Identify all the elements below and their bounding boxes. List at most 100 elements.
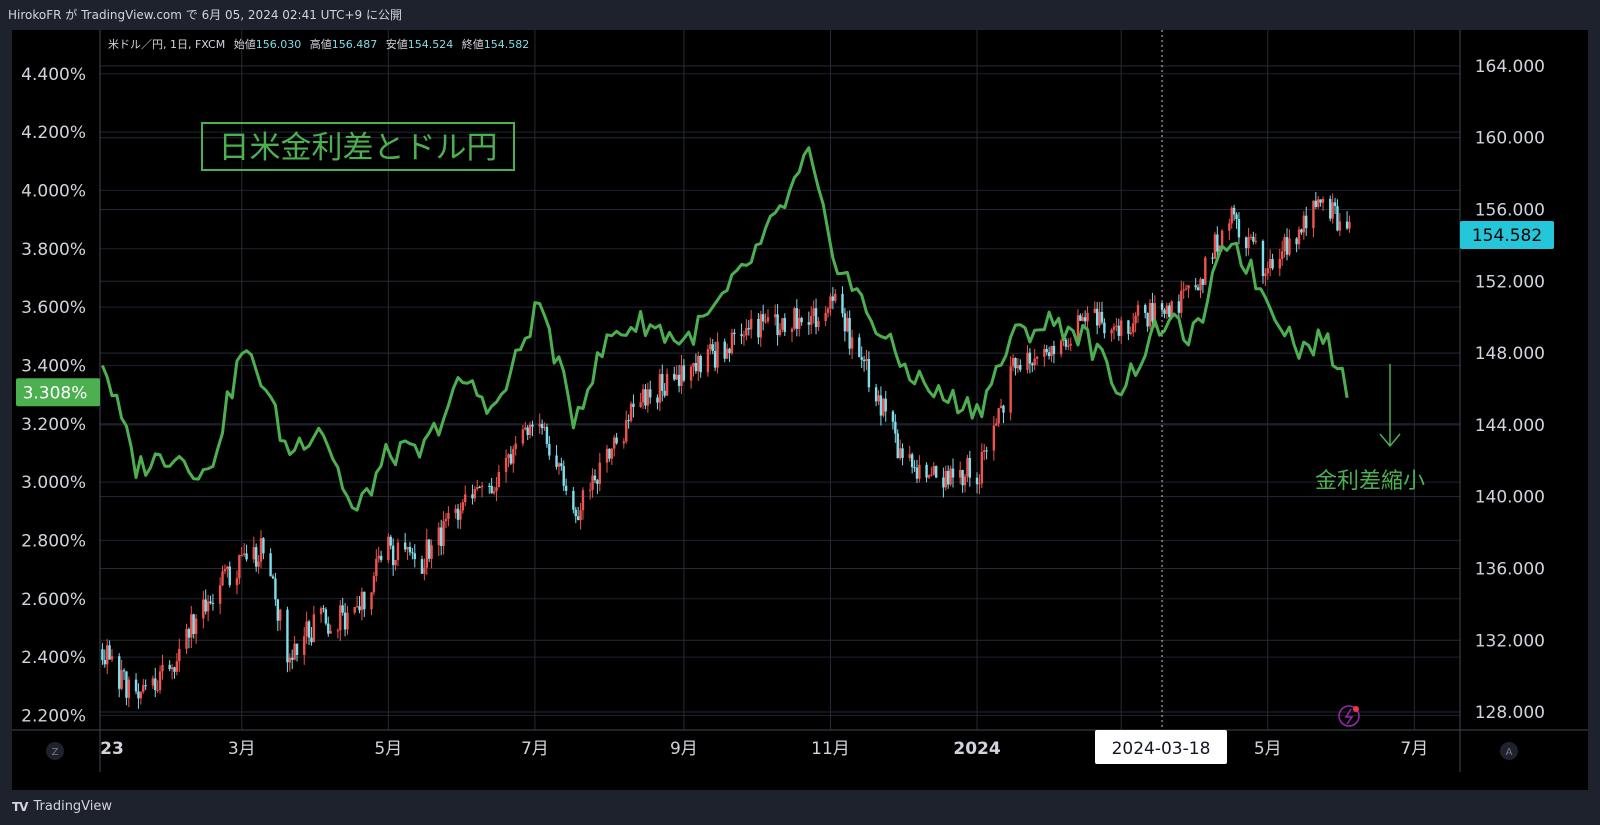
candle-body: [190, 614, 193, 638]
chart-frame[interactable]: 2.200% 2.400% 2.600% 2.800% 3.000% 3.200% 3.40…: [12, 30, 1588, 790]
candle-body: [1268, 259, 1272, 269]
candle-body: [572, 490, 575, 510]
x-tick-label: 11月: [811, 739, 850, 759]
candle-body: [812, 308, 815, 316]
left-tick-label: 2.600%: [21, 590, 86, 610]
candle-body: [706, 349, 710, 373]
candle-body: [430, 545, 433, 559]
candle-body: [983, 450, 986, 452]
candle-body: [841, 293, 844, 314]
svg-text:154.582: 154.582: [1472, 226, 1542, 246]
candle-body: [766, 317, 770, 322]
candle-body: [999, 405, 1003, 409]
candle-body: [759, 314, 762, 338]
time-axis[interactable]: 23 3月 5月 7月 9月 11月 2024 5月 7月: [100, 739, 1428, 759]
candle-body: [540, 423, 544, 429]
auto-scale-button[interactable]: A: [1500, 742, 1518, 760]
candle-body: [372, 575, 376, 593]
candle-body: [613, 437, 616, 449]
candle-body: [170, 667, 174, 670]
candle-body: [406, 546, 409, 550]
candle-body: [1009, 366, 1012, 413]
candle-body: [1194, 285, 1197, 288]
down-arrow-icon[interactable]: [1379, 364, 1401, 448]
candle-body: [918, 464, 921, 479]
candle-body: [997, 408, 1000, 424]
candle-body: [1302, 215, 1306, 233]
candle-body: [658, 374, 662, 403]
candle-body: [978, 483, 981, 485]
lightning-icon[interactable]: [1338, 705, 1360, 727]
candle-body: [834, 293, 837, 301]
candle-body: [221, 571, 224, 586]
candle-body: [896, 433, 899, 459]
candle-body: [1081, 317, 1084, 321]
candle-body: [154, 678, 157, 691]
candle-body: [576, 516, 580, 521]
candle-body: [295, 643, 299, 655]
candle-body: [562, 466, 565, 486]
title-box[interactable]: [201, 122, 515, 171]
candle-body: [1112, 326, 1116, 330]
candle-body: [778, 329, 782, 336]
candle-body: [629, 403, 633, 421]
candle-body: [461, 502, 465, 511]
right-axis[interactable]: 128.000 132.000 136.000 140.000 144.000 148.0…: [1475, 57, 1545, 723]
candle-body: [1067, 345, 1070, 347]
candle-body: [218, 585, 222, 604]
candle-body: [826, 308, 830, 313]
candle-body: [725, 348, 729, 359]
candle-body: [680, 365, 683, 387]
candle-body: [476, 487, 479, 489]
candle-body: [1177, 301, 1181, 313]
candle-body: [125, 671, 128, 698]
right-tick-label: 140.000: [1475, 488, 1545, 508]
candle-body: [588, 489, 592, 491]
candle-body: [1331, 202, 1334, 219]
candle-body: [1153, 303, 1157, 322]
candle-body: [980, 451, 984, 484]
left-tick-label: 3.200%: [21, 415, 86, 435]
candle-body: [1266, 268, 1269, 274]
candle-body: [699, 356, 702, 373]
candle-body: [478, 487, 481, 489]
candle-body: [879, 395, 883, 416]
candle-body: [379, 555, 383, 561]
candle-body: [846, 318, 849, 332]
candle-body: [850, 337, 854, 349]
candle-body: [1297, 229, 1301, 245]
candle-body: [716, 341, 719, 368]
candle-body: [336, 630, 340, 632]
right-tick-label: 156.000: [1475, 200, 1545, 220]
candle-body: [1187, 285, 1190, 289]
candle-body: [1182, 289, 1185, 291]
candle-body: [521, 429, 525, 444]
candle-body: [728, 348, 731, 354]
candle-body: [312, 614, 316, 643]
chart-canvas[interactable]: 2.200% 2.400% 2.600% 2.800% 3.000% 3.200% 3.40…: [12, 30, 1588, 790]
x-tick-label: 3月: [228, 739, 256, 759]
candle-body: [507, 454, 510, 458]
left-tick-label: 4.000%: [21, 181, 86, 201]
candle-body: [1314, 200, 1318, 207]
candle-body: [363, 591, 366, 610]
candle-body: [593, 475, 597, 481]
candle-body: [894, 421, 897, 434]
candle-body: [391, 545, 395, 566]
left-tick-label: 4.400%: [21, 65, 86, 85]
candle-body: [761, 314, 765, 322]
candle-body: [1305, 215, 1308, 229]
candle-body: [627, 420, 630, 422]
candle-body: [360, 591, 364, 611]
zoom-button[interactable]: Z: [46, 742, 64, 760]
candle-body: [178, 648, 181, 662]
candle-body: [175, 661, 179, 672]
candle-body: [591, 475, 594, 490]
candle-body: [1288, 238, 1291, 255]
left-axis[interactable]: 2.200% 2.400% 2.600% 2.800% 3.000% 3.200% 3.40…: [21, 65, 86, 727]
candle-body: [615, 437, 618, 444]
candle-body: [262, 538, 265, 554]
tradingview-logo[interactable]: TV TradingView: [12, 799, 112, 814]
crosshair-date-label: 2024-03-18: [1095, 730, 1227, 764]
candle-body: [1211, 257, 1214, 259]
